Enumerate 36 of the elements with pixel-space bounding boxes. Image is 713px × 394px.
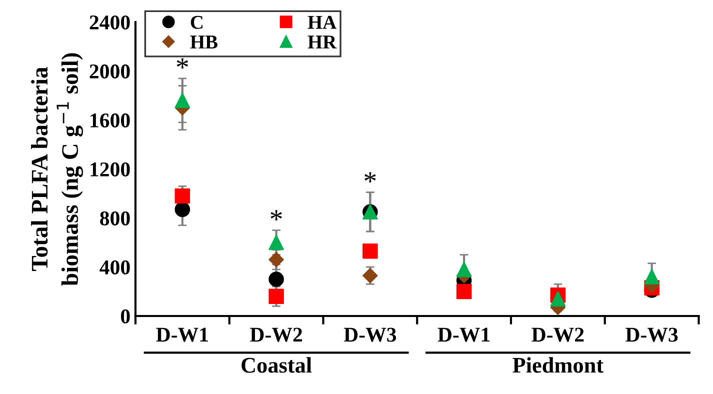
point bbox=[644, 269, 660, 284]
point bbox=[268, 252, 284, 268]
annotation: * bbox=[176, 58, 188, 69]
annotation: * bbox=[364, 172, 376, 182]
y-axis-title: Total PLFA bacteria biomass (ng C g$^{−1}$ soil) bbox=[31, 53, 84, 286]
x-tick-label: D-W3 bbox=[344, 328, 396, 342]
y-tick-label: 1600 bbox=[90, 113, 130, 128]
text: Coastal bbox=[242, 357, 312, 373]
point bbox=[550, 291, 566, 306]
legend-label: HB bbox=[190, 36, 218, 48]
legend-label: HR bbox=[308, 36, 337, 48]
x-tick-label: D-W1 bbox=[156, 328, 208, 342]
point bbox=[268, 272, 284, 287]
text: Piedmont bbox=[512, 357, 604, 373]
point bbox=[362, 243, 378, 259]
point bbox=[268, 234, 284, 250]
point bbox=[456, 284, 472, 300]
point bbox=[456, 262, 472, 278]
x-tick-label: D-W2 bbox=[250, 328, 302, 342]
y-tick-label: 0 bbox=[120, 309, 130, 324]
legend-label: HA bbox=[308, 16, 336, 29]
point bbox=[362, 268, 378, 284]
y-tick-label: 1200 bbox=[90, 162, 130, 176]
y-tick-label: 2000 bbox=[90, 64, 130, 78]
y-tick-label: 800 bbox=[100, 211, 130, 226]
point bbox=[174, 92, 190, 108]
annotation: * bbox=[270, 210, 282, 220]
legend-label: C bbox=[190, 16, 202, 29]
point bbox=[174, 202, 190, 218]
y-tick-label: 400 bbox=[100, 260, 130, 274]
point bbox=[174, 188, 190, 204]
point bbox=[268, 288, 284, 304]
x-tick-label: D-W1 bbox=[438, 328, 490, 342]
x-tick-label: D-W3 bbox=[626, 328, 678, 342]
x-tick-label: D-W2 bbox=[532, 328, 584, 342]
y-tick-label: 2400 bbox=[90, 15, 130, 30]
